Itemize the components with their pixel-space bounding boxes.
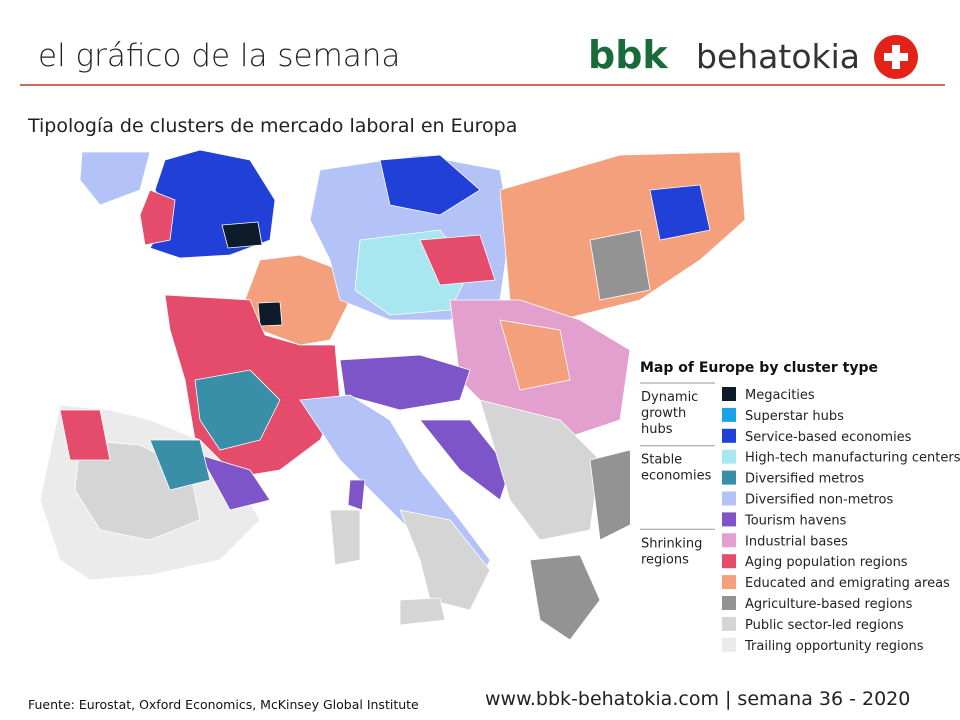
legend-label: Tourism havens <box>744 513 847 528</box>
legend-label: Aging population regions <box>745 555 908 570</box>
legend-swatch <box>722 512 736 527</box>
logo-icon <box>874 35 918 79</box>
legend-group-label: growth <box>641 406 686 421</box>
legend-label: Agriculture-based regions <box>745 597 913 612</box>
legend-title: Map of Europe by cluster type <box>640 360 878 376</box>
footer-site: www.bbk-behatokia.com | semana 36 - 2020 <box>485 688 910 710</box>
legend-label: Public sector-led regions <box>745 618 904 633</box>
legend-group-label: hubs <box>641 422 673 437</box>
legend-label: Industrial bases <box>745 534 848 549</box>
logo-brand: bbk <box>588 33 668 77</box>
legend-label: Trailing opportunity regions <box>744 639 924 654</box>
legend-swatch <box>722 470 736 485</box>
legend-group-label: regions <box>641 552 689 567</box>
legend-label: Service-based economies <box>745 430 912 445</box>
legend: Megacities Superstar hubs Service-based ec… <box>640 382 960 654</box>
legend-swatch <box>722 428 736 443</box>
legend-group-label: Dynamic <box>641 390 698 405</box>
legend-label: Diversified non-metros <box>745 493 894 508</box>
legend-box <box>630 350 950 660</box>
legend-label: Educated and emigrating areas <box>745 576 950 591</box>
legend-swatch <box>722 554 736 569</box>
legend-label: High-tech manufacturing centers <box>745 451 960 466</box>
legend-swatch <box>722 637 736 652</box>
subtitle: Tipología de clusters de mercado laboral… <box>27 115 517 137</box>
source: Fuente: Eurostat, Oxford Economics, McKi… <box>28 697 419 712</box>
map <box>39 149 746 641</box>
logo-name: behatokia <box>696 37 860 76</box>
header-title: el gráfico de la semana <box>38 38 400 74</box>
legend-label: Superstar hubs <box>745 409 844 424</box>
legend-swatch <box>722 449 736 464</box>
legend-swatch <box>722 616 736 631</box>
legend-group-label: Stable <box>641 453 682 468</box>
legend-swatch <box>722 533 736 548</box>
legend-swatch <box>722 407 736 422</box>
legend-group-label: Shrinking <box>641 536 702 551</box>
legend-swatch <box>722 387 736 401</box>
legend-swatch <box>722 596 736 610</box>
legend-label: Diversified metros <box>745 472 864 487</box>
legend-label: Megacities <box>745 388 815 403</box>
legend-group-label: economies <box>641 469 712 484</box>
legend-swatch <box>722 575 736 590</box>
legend-swatch <box>722 491 736 506</box>
